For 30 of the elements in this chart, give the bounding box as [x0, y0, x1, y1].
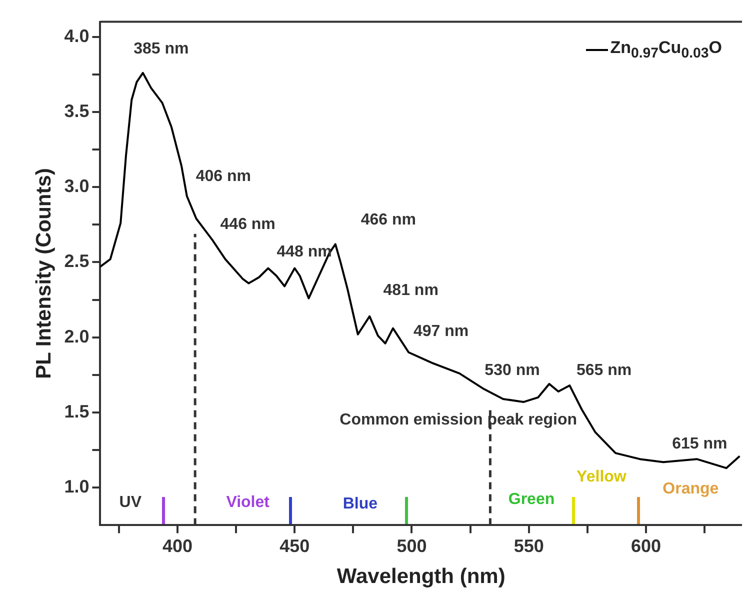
y-tick-label: 3.0 [64, 176, 90, 196]
annotation: Orange [662, 480, 719, 498]
y-tick-label: 4.0 [64, 26, 90, 46]
legend-label: Zn$_{0.97}$Cu$_{0.03}$O [610, 38, 722, 62]
annotation: Blue [342, 495, 378, 512]
annotation: 385 nm [134, 40, 189, 58]
annotation: 497 nm [413, 322, 469, 340]
annotation: 530 nm [484, 362, 540, 380]
annotation: Violet [226, 494, 270, 511]
annotation: 615 nm [672, 436, 728, 453]
y-tick-label: 2.0 [64, 326, 90, 346]
x-tick-label: 400 [162, 536, 193, 556]
x-tick-label: 450 [280, 536, 310, 556]
annotation: UV [119, 494, 142, 511]
y-tick-label: 1.5 [64, 401, 90, 422]
x-tick-label: 600 [630, 536, 661, 556]
x-axis-title: Wavelength (nm) [336, 565, 506, 588]
annotation: 481 nm [383, 282, 438, 300]
y-tick-label: 3.5 [64, 100, 90, 121]
annotation: 446 nm [220, 216, 276, 234]
x-tick-label: 500 [396, 536, 427, 556]
y-axis-title: PL Intensity (Counts) [32, 168, 56, 379]
annotation: Yellow [576, 468, 627, 486]
y-tick-label: 2.5 [64, 251, 90, 272]
annotation: 466 nm [360, 212, 416, 229]
y-tick-label: 1.0 [64, 476, 90, 497]
annotation: 406 nm [196, 168, 252, 185]
annotation: Green [508, 490, 555, 508]
x-tick-label: 550 [514, 536, 544, 556]
annotation: 565 nm [576, 362, 632, 380]
